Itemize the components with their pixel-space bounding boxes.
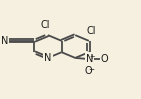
Text: N: N (1, 36, 8, 46)
Text: Cl: Cl (87, 26, 96, 36)
Text: +: + (89, 54, 95, 60)
Text: −: − (89, 68, 95, 73)
Text: O: O (85, 66, 92, 76)
Text: N: N (86, 54, 93, 64)
Text: O: O (101, 54, 108, 64)
Text: Cl: Cl (41, 20, 50, 30)
Text: N: N (44, 53, 52, 63)
